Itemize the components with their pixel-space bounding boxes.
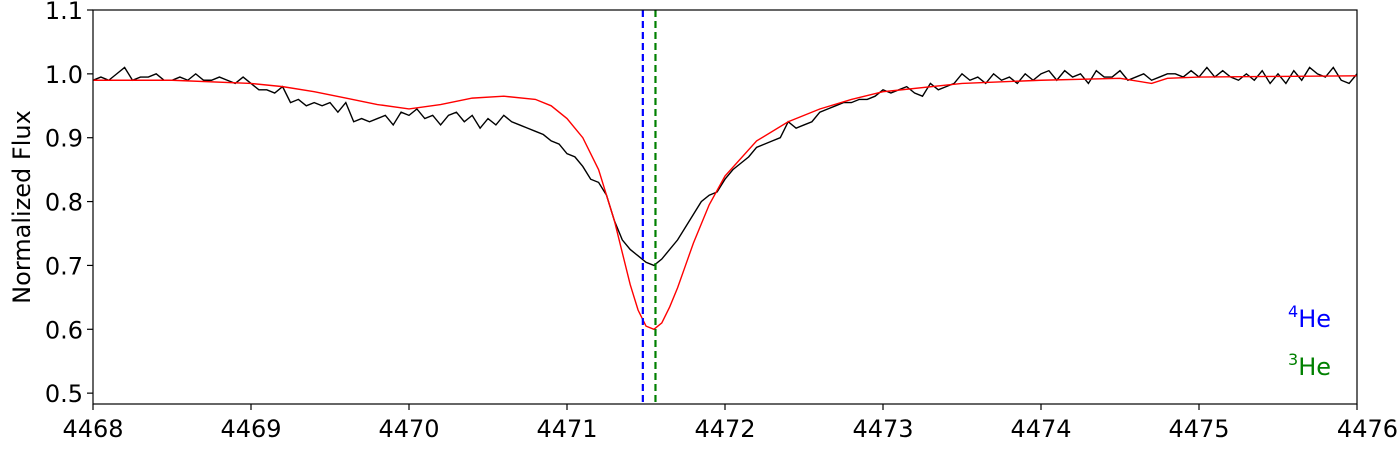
series-line bbox=[93, 75, 1357, 331]
y-tick-label: 0.8 bbox=[45, 189, 83, 217]
y-axis-label: Normalized Flux bbox=[8, 110, 36, 304]
y-tick-label: 0.7 bbox=[45, 252, 83, 280]
annotation: 3He bbox=[1288, 350, 1331, 381]
x-tick-label: 4468 bbox=[62, 415, 123, 443]
series-line bbox=[93, 66, 1357, 267]
y-tick-label: 1.1 bbox=[45, 0, 83, 25]
annotation-text: He bbox=[1298, 305, 1331, 333]
x-tick-label: 4470 bbox=[378, 415, 439, 443]
x-tick-label: 4473 bbox=[852, 415, 913, 443]
y-tick-label: 0.5 bbox=[45, 380, 83, 408]
x-tick-label: 4472 bbox=[694, 415, 755, 443]
y-tick-label: 0.9 bbox=[45, 125, 83, 153]
x-tick-label: 4476 bbox=[1337, 415, 1398, 443]
annotation: 4He bbox=[1288, 302, 1331, 333]
plot-frame bbox=[92, 9, 1358, 405]
y-tick-label: 1.0 bbox=[45, 61, 83, 89]
x-tick-label: 4475 bbox=[1168, 415, 1229, 443]
annotation-text: He bbox=[1298, 353, 1331, 381]
x-tick-label: 4474 bbox=[1010, 415, 1071, 443]
x-tick-label: 4469 bbox=[220, 415, 281, 443]
y-tick-label: 0.6 bbox=[45, 316, 83, 344]
annotation-sup: 4 bbox=[1288, 302, 1298, 321]
annotation-sup: 3 bbox=[1288, 350, 1298, 369]
x-tick-label: 4471 bbox=[536, 415, 597, 443]
